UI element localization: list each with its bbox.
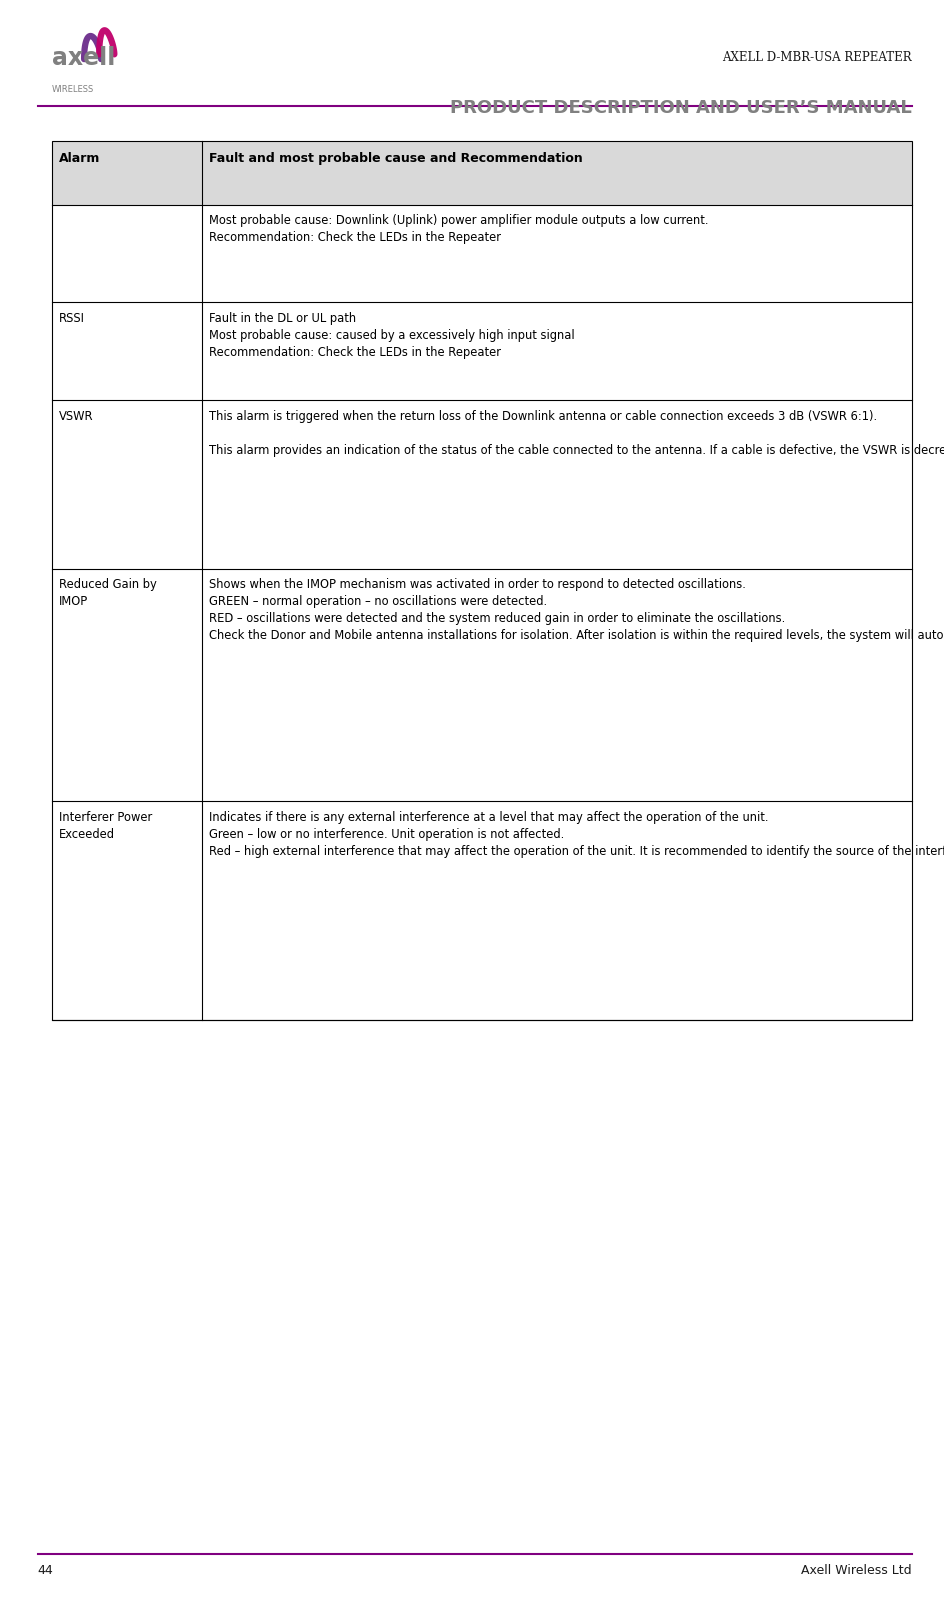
Text: RSSI: RSSI	[59, 312, 85, 325]
Text: axell: axell	[52, 46, 115, 70]
Text: WIRELESS: WIRELESS	[52, 85, 94, 94]
Text: Reduced Gain by
IMOP: Reduced Gain by IMOP	[59, 579, 156, 608]
Text: AXELL D-MBR-USA REPEATER: AXELL D-MBR-USA REPEATER	[721, 51, 911, 64]
Text: Indicates if there is any external interference at a level that may affect the o: Indicates if there is any external inter…	[209, 811, 944, 857]
Text: PRODUCT DESCRIPTION AND USER’S MANUAL: PRODUCT DESCRIPTION AND USER’S MANUAL	[449, 99, 911, 117]
Text: VSWR: VSWR	[59, 409, 93, 422]
Text: Alarm: Alarm	[59, 152, 100, 165]
Text: Axell Wireless Ltd: Axell Wireless Ltd	[801, 1564, 911, 1577]
Text: Fault in the DL or UL path
Most probable cause: caused by a excessively high inp: Fault in the DL or UL path Most probable…	[209, 312, 574, 360]
Bar	[52, 141, 911, 1020]
Text: Shows when the IMOP mechanism was activated in order to respond to detected osci: Shows when the IMOP mechanism was activa…	[209, 579, 944, 643]
Text: This alarm is triggered when the return loss of the Downlink antenna or cable co: This alarm is triggered when the return …	[209, 409, 944, 457]
Text: Most probable cause: Downlink (Uplink) power amplifier module outputs a low curr: Most probable cause: Downlink (Uplink) p…	[209, 214, 708, 245]
Text: 44: 44	[38, 1564, 54, 1577]
Text: Interferer Power
Exceeded: Interferer Power Exceeded	[59, 811, 152, 841]
Text: Fault and most probable cause and Recommendation: Fault and most probable cause and Recomm…	[209, 152, 582, 165]
Bar	[52, 141, 911, 205]
